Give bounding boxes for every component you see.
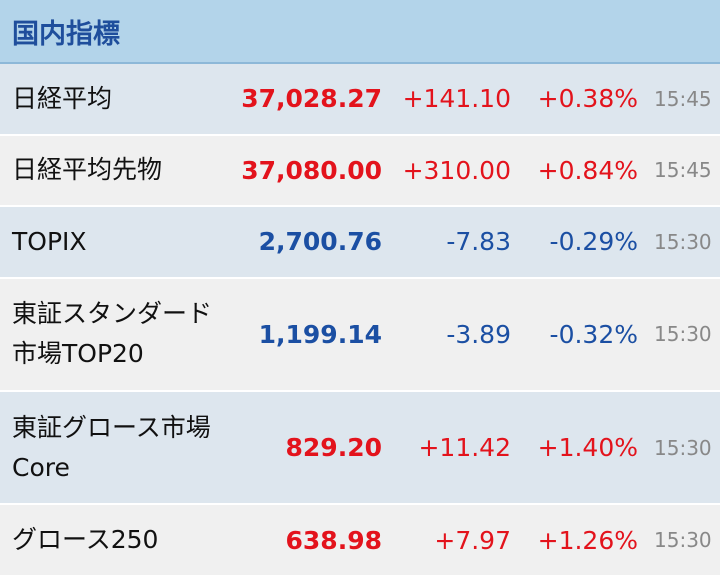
index-change: +310.00 bbox=[402, 155, 511, 185]
name-line: グロース250 bbox=[12, 525, 159, 555]
name-line: 日経平均 bbox=[12, 83, 113, 113]
index-name: TOPIX bbox=[12, 222, 87, 262]
index-percent: +0.84% bbox=[537, 155, 638, 185]
index-change: +11.42 bbox=[418, 433, 511, 463]
header-title: 国内指標 bbox=[12, 18, 120, 50]
index-row[interactable]: 日経平均先物 37,080.00 +310.00 +0.84% 15:45 bbox=[0, 135, 720, 208]
index-name: 東証グロース市場 Core bbox=[12, 408, 211, 488]
name-line: 東証スタンダード bbox=[12, 299, 213, 329]
index-name: 日経平均先物 bbox=[12, 150, 162, 190]
index-change: +141.10 bbox=[402, 84, 511, 114]
index-percent: +1.26% bbox=[537, 525, 638, 555]
name-line: 東証グロース市場 bbox=[12, 412, 211, 442]
index-value: 2,700.76 bbox=[258, 227, 382, 257]
index-percent: +1.40% bbox=[537, 433, 638, 463]
index-time: 15:30 bbox=[654, 435, 712, 460]
index-value: 1,199.14 bbox=[258, 319, 382, 349]
index-value: 829.20 bbox=[285, 433, 382, 463]
index-name: 東証スタンダード 市場TOP20 bbox=[12, 294, 212, 374]
index-change: -7.83 bbox=[446, 227, 511, 257]
index-value: 638.98 bbox=[285, 525, 382, 555]
name-line: 市場TOP20 bbox=[12, 339, 144, 369]
index-time: 15:30 bbox=[654, 229, 712, 254]
table: 日経平均 37,028.27 +141.10 +0.38% 15:45 日経平均先物 37,… bbox=[0, 64, 720, 577]
index-row[interactable]: 東証スタンダード 市場TOP20 1,199.14 -3.89 -0.32% 15:30 bbox=[0, 278, 720, 393]
index-change: -3.89 bbox=[446, 319, 511, 349]
name-line: 日経平均先物 bbox=[12, 155, 163, 185]
index-row[interactable]: 東証グロース市場 Core 829.20 +11.42 +1.40% 15:30 bbox=[0, 392, 720, 506]
index-row[interactable]: 日経平均 37,028.27 +141.10 +0.38% 15:45 bbox=[0, 64, 720, 136]
index-percent: -0.29% bbox=[549, 227, 638, 257]
index-name: グロース250 bbox=[12, 520, 158, 560]
index-time: 15:45 bbox=[654, 158, 712, 183]
index-percent: +0.38% bbox=[537, 84, 638, 114]
index-value: 37,028.27 bbox=[241, 84, 382, 114]
header: 国内指標 bbox=[0, 0, 720, 64]
index-time: 15:30 bbox=[654, 322, 712, 347]
name-line: TOPIX bbox=[12, 226, 87, 256]
index-time: 15:30 bbox=[654, 528, 712, 553]
index-value: 37,080.00 bbox=[241, 155, 382, 185]
index-row[interactable]: グロース250 638.98 +7.97 +1.26% 15:30 bbox=[0, 505, 720, 577]
name-line: Core bbox=[12, 452, 70, 482]
index-name: 日経平均 bbox=[12, 79, 112, 119]
index-percent: -0.32% bbox=[549, 319, 638, 349]
index-time: 15:45 bbox=[654, 86, 712, 111]
index-change: +7.97 bbox=[434, 525, 511, 555]
index-row[interactable]: TOPIX 2,700.76 -7.83 -0.29% 15:30 bbox=[0, 207, 720, 279]
